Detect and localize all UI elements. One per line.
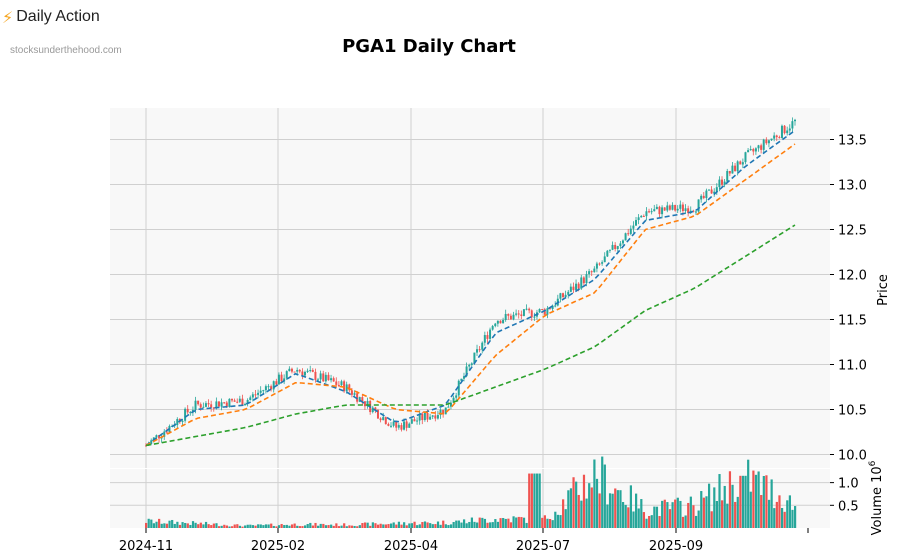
y-tick-label: 11.0 [838,359,867,374]
volume-axis-label: Volume 106 [868,460,885,535]
y-tick-label: 10.5 [838,404,867,419]
app-header: ⚡ Daily Action [0,4,100,30]
volume-tick-label: 1.0 [838,477,859,492]
app-title: Daily Action [16,8,100,25]
price-panel [110,108,830,468]
y-tick-label: 10.0 [838,449,867,464]
x-tick-label: 2025-07 [516,539,570,554]
moving-average-line [145,129,796,447]
x-tick-label: 2025-04 [384,539,438,554]
lightning-bolt-icon: ⚡ [2,7,14,27]
chart-title: PGA1 Daily Chart [342,36,516,57]
volume-tick-label: 0.5 [838,499,859,514]
x-tick-label: 2025-09 [649,539,703,554]
y-tick-label: 13.0 [838,179,867,194]
y-tick-label: 12.0 [838,269,867,284]
source-label: stocksunderthehood.com [10,45,122,56]
x-tick-label: 2025-02 [251,539,305,554]
x-tick-label: 2024-11 [119,539,173,554]
moving-average-line [145,224,796,447]
moving-average-line [145,143,796,447]
y-axis-label: Price [876,274,891,306]
y-tick-label: 12.5 [838,224,867,239]
y-tick-label: 11.5 [838,314,867,329]
volume-bars [145,456,797,528]
y-tick-label: 13.5 [838,134,867,149]
